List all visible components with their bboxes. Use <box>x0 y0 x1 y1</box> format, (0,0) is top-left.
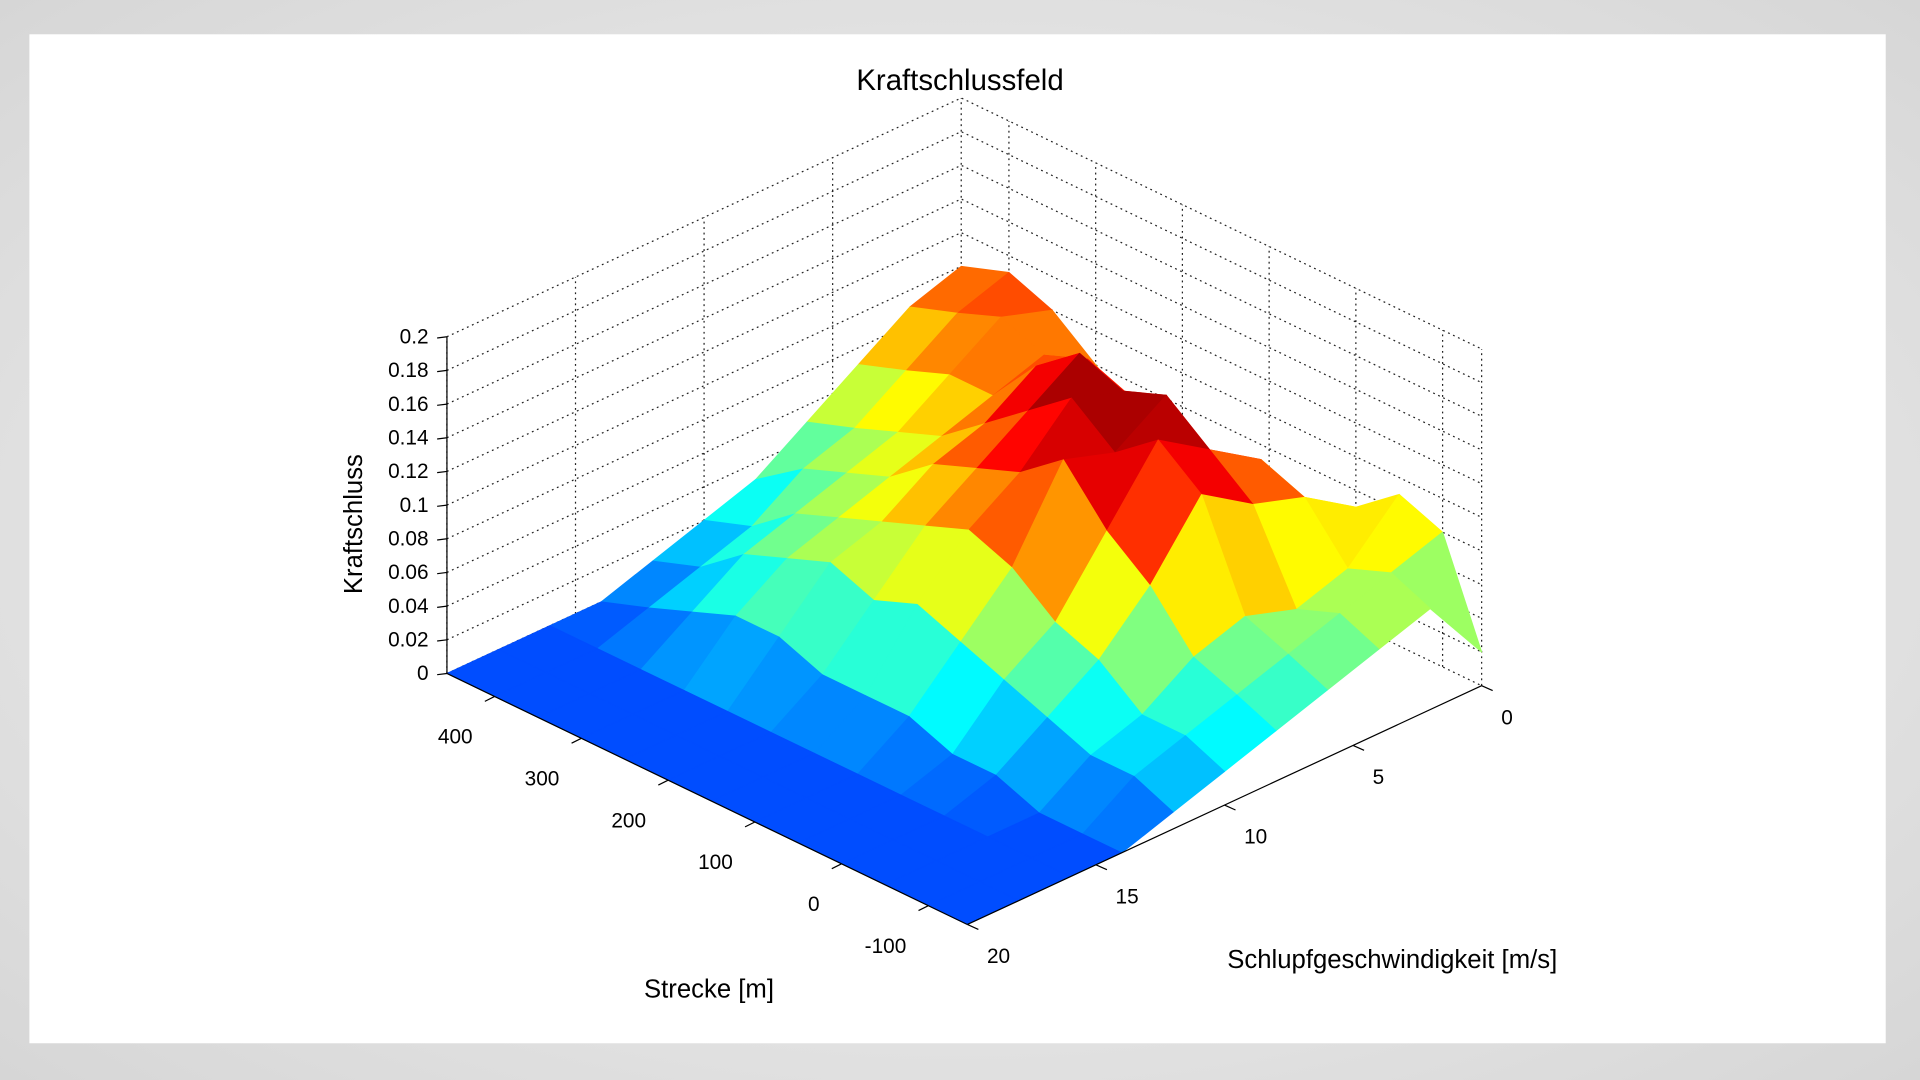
z-tick-label: 0 <box>417 662 429 685</box>
z-grid-line <box>446 332 1482 586</box>
y-tick-label: 400 <box>438 726 473 749</box>
y-tick <box>918 905 929 912</box>
x-tick <box>1352 744 1365 751</box>
y-tick-label: -100 <box>865 935 907 958</box>
y-axis-line <box>446 672 968 926</box>
z-grid-line <box>446 164 1482 417</box>
z-tick-label: 0.04 <box>388 595 428 618</box>
z-tick <box>437 369 448 373</box>
z-grid-line <box>446 366 1482 619</box>
z-tick <box>437 504 448 507</box>
z-grid-line <box>446 299 1482 552</box>
z-tick <box>437 639 448 642</box>
y-tick <box>744 821 756 828</box>
z-tick-label: 0.06 <box>388 561 428 584</box>
x-tick-label: 15 <box>1116 885 1139 908</box>
z-tick <box>437 571 448 575</box>
z-tick <box>437 336 448 339</box>
x-tick <box>967 923 979 930</box>
z-tick-label: 0.16 <box>388 393 428 416</box>
surface <box>446 265 1483 925</box>
x-tick-label: 10 <box>1244 826 1267 849</box>
z-tick-label: 0.2 <box>400 325 429 348</box>
z-grid-line <box>446 130 1482 384</box>
z-grid-line <box>446 400 1482 653</box>
x-tick-label: 5 <box>1373 766 1385 789</box>
y-tick <box>658 779 669 786</box>
z-tick <box>437 605 448 608</box>
y-tick-label: 0 <box>808 893 820 916</box>
x-axis-line <box>967 685 1482 926</box>
x-tick <box>1481 685 1493 692</box>
x-tick-label: 0 <box>1501 706 1513 729</box>
z-tick-label: 0.02 <box>388 629 428 652</box>
z-tick-label: 0.12 <box>388 460 428 483</box>
z-grid-line <box>446 97 1482 350</box>
z-grid-line <box>446 231 1482 485</box>
y-tick <box>571 737 582 744</box>
y-tick-label: 200 <box>611 809 646 832</box>
y-tick-label: 100 <box>698 851 733 874</box>
y-tick-label: 300 <box>525 767 560 790</box>
z-tick <box>437 538 448 541</box>
x-tick <box>1224 804 1236 811</box>
z-tick <box>437 437 448 440</box>
chart-title: Kraftschlussfeld <box>856 64 1063 97</box>
z-grid-line <box>446 265 1482 518</box>
x-axis-label: Schlupfgeschwindigkeit [m/s] <box>1227 946 1557 974</box>
z-tick-label: 0.08 <box>388 528 428 551</box>
z-tick-label: 0.14 <box>388 426 428 449</box>
y-axis-label: Strecke [m] <box>644 975 774 1003</box>
z-tick <box>437 470 448 474</box>
z-tick-label: 0.1 <box>400 494 429 517</box>
z-grid-line <box>446 198 1482 451</box>
z-tick-label: 0.18 <box>388 359 428 382</box>
z-tick <box>437 403 448 406</box>
y-tick <box>831 863 842 870</box>
y-tick <box>484 695 495 702</box>
x-tick-label: 20 <box>987 945 1010 968</box>
z-tick <box>437 672 448 676</box>
z-axis-label: Kraftschluss <box>340 454 368 594</box>
axes-layer: 0 0.02 0.04 0.06 0.08 0.1 0.12 0.14 0.16 0.18 0.2 -… <box>388 325 1513 968</box>
x-tick <box>1095 864 1108 871</box>
